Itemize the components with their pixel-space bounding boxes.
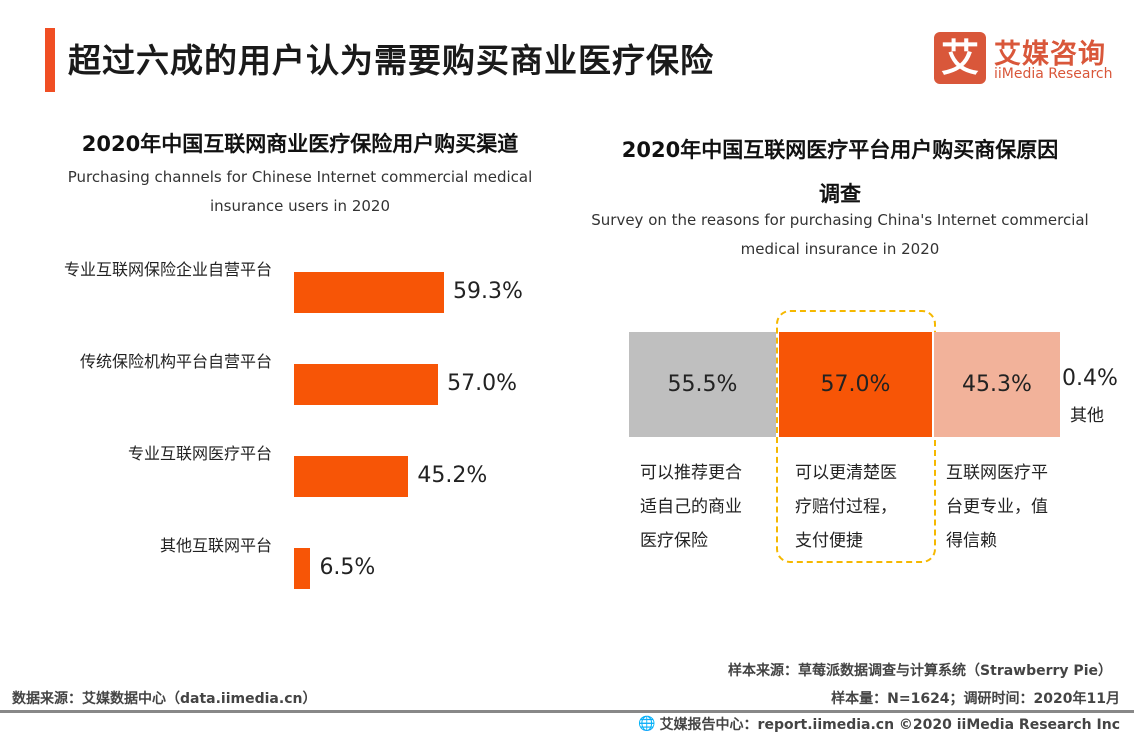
- reason-text: 可以推荐更合 适自己的商业 医疗保险: [640, 456, 770, 558]
- reason-line: 疗赔付过程，: [795, 497, 897, 517]
- sample-size: 样本量：N=1624；调研时间：2020年11月: [831, 691, 1120, 707]
- reason-line: 得信赖: [946, 531, 997, 551]
- segment: 57.0%: [779, 332, 932, 437]
- logo-en: iiMedia Research: [994, 66, 1113, 82]
- bar-value-label: 57.0%: [447, 371, 518, 396]
- category-label: 其他互联网平台: [159, 536, 272, 555]
- segment: 45.3%: [934, 332, 1060, 437]
- reason-line: 医疗保险: [640, 531, 708, 551]
- bar: [294, 456, 409, 497]
- segment-value-label: 0.4%: [1062, 366, 1118, 391]
- data-source: 数据来源：艾媒数据中心（data.iimedia.cn）: [12, 691, 317, 707]
- category-label: 传统保险机构平台自营平台: [79, 352, 272, 371]
- logo-cn: 艾媒咨询: [994, 39, 1106, 70]
- globe-icon: 🌐: [638, 716, 656, 732]
- footer-divider: [0, 710, 1134, 713]
- sample-source: 样本来源：草莓派数据调查与计算系统（Strawberry Pie）: [728, 663, 1112, 679]
- left-subtitle-line: Purchasing channels for Chinese Internet…: [67, 168, 533, 186]
- reason-text: 互联网医疗平 台更专业，值 得信赖: [946, 456, 1076, 558]
- left-chart-subtitle: Purchasing channels for Chinese Internet…: [30, 163, 570, 221]
- category-label: 专业互联网保险企业自营平台: [63, 260, 272, 279]
- segment: 55.5%: [629, 332, 776, 437]
- bar-value-label: 6.5%: [319, 555, 376, 580]
- bar: [294, 548, 311, 589]
- right-subtitle-line: medical insurance in 2020: [740, 240, 940, 258]
- reason-line: 支付便捷: [795, 531, 863, 551]
- right-subtitle-line: Survey on the reasons for purchasing Chi…: [591, 211, 1089, 229]
- bar-value-label: 45.2%: [417, 463, 488, 488]
- right-title-line: 调查: [819, 182, 861, 206]
- right-title-line: 2020年中国互联网医疗平台用户购买商保原因: [621, 138, 1059, 162]
- reason-text: 可以更清楚医 疗赔付过程， 支付便捷: [795, 456, 925, 558]
- report-link[interactable]: 艾媒报告中心：report.iimedia.cn ©2020 iiMedia R…: [659, 717, 1120, 733]
- report-footer: 🌐 艾媒报告中心：report.iimedia.cn ©2020 iiMedia…: [638, 714, 1120, 734]
- segment-value-label: 57.0%: [820, 372, 891, 397]
- reason-line: 互联网医疗平: [946, 463, 1048, 483]
- reason-line: 台更专业，值: [946, 497, 1048, 517]
- bar: [294, 364, 439, 405]
- left-subtitle-line: insurance users in 2020: [209, 197, 391, 215]
- reason-line: 可以更清楚医: [795, 463, 897, 483]
- bar-value-label: 59.3%: [453, 279, 523, 304]
- segment-value-label: 55.5%: [667, 372, 738, 397]
- category-label: 专业互联网医疗平台: [127, 444, 272, 463]
- segment-value-label: 45.3%: [962, 372, 1032, 397]
- right-chart-subtitle: Survey on the reasons for purchasing Chi…: [580, 206, 1100, 264]
- title-accent-bar: [45, 28, 55, 92]
- right-chart-title: 2020年中国互联网医疗平台用户购买商保原因 调查: [580, 128, 1100, 216]
- reason-line: 适自己的商业: [640, 497, 742, 517]
- other-label: 其他: [1070, 406, 1104, 426]
- logo-mark: 艾: [934, 32, 986, 84]
- bar: [294, 272, 444, 313]
- left-chart-title: 2020年中国互联网商业医疗保险用户购买渠道: [81, 132, 519, 156]
- page-title: 超过六成的用户认为需要购买商业医疗保险: [68, 41, 714, 80]
- reason-line: 可以推荐更合: [640, 463, 742, 483]
